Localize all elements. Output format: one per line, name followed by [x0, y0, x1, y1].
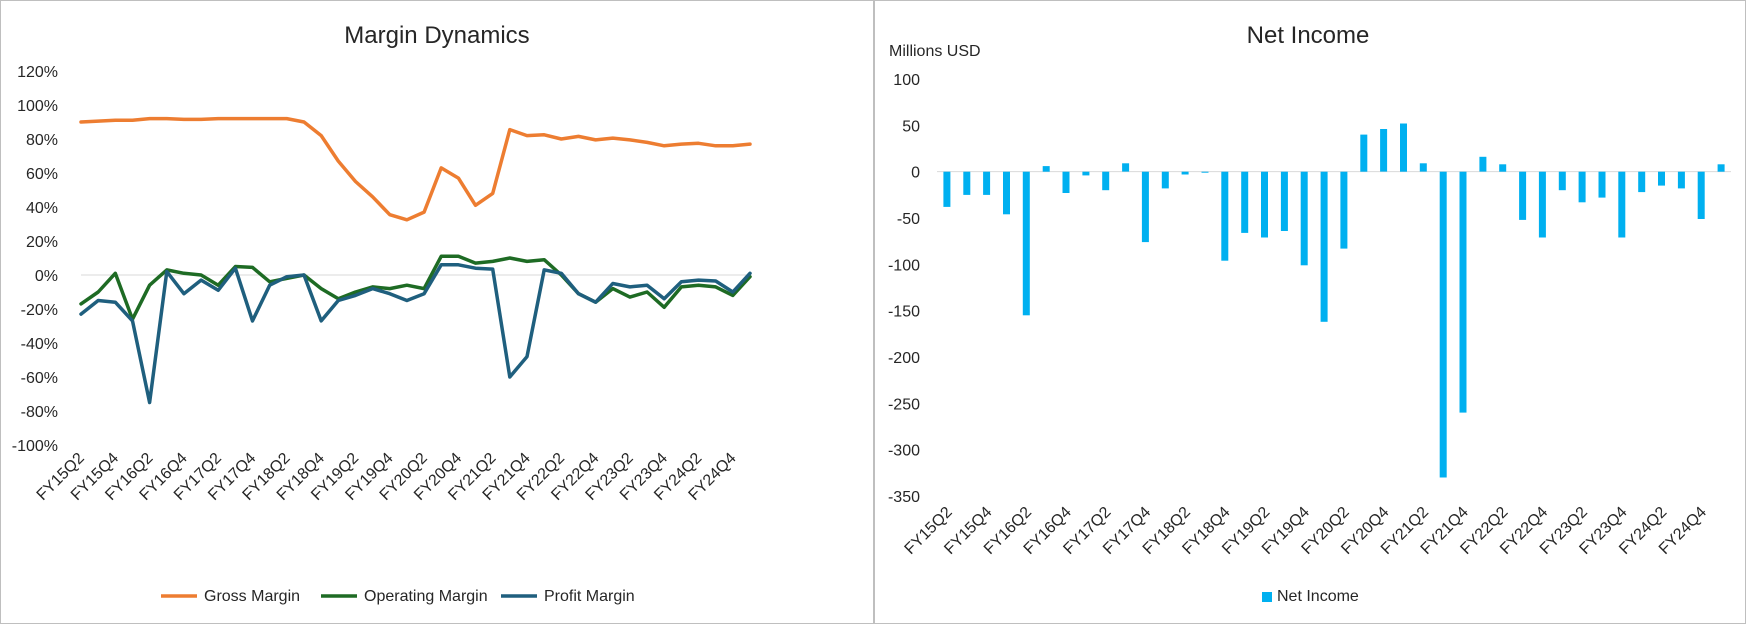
net-income-bar [1102, 171, 1110, 191]
y-tick-label: 100% [17, 98, 58, 115]
net-income-bar [1241, 171, 1249, 233]
net-income-bar [1022, 171, 1030, 316]
y-tick-label: 60% [26, 166, 58, 183]
legend-swatch [1262, 592, 1272, 602]
net-income-bar [1380, 129, 1388, 172]
legend-label: Net Income [1277, 588, 1359, 605]
net-income-bar [1042, 166, 1050, 172]
net-income-bar [1181, 171, 1189, 175]
net-income-bar [1360, 134, 1368, 172]
series-line-profit-margin [79, 263, 752, 405]
legend-label: Profit Margin [544, 588, 635, 605]
net-income-bar [1499, 164, 1507, 172]
net-income-bar [943, 171, 951, 207]
net-income-bar [1261, 171, 1268, 238]
unit-label: Millions USD [889, 43, 981, 60]
y-tick-label: -50 [897, 211, 920, 228]
net-income-bar [1618, 171, 1626, 238]
legend-label: Operating Margin [364, 588, 488, 605]
net-income-bar [1003, 171, 1010, 215]
margin-chart: Margin Dynamics 120% 100% 80% 60% 40% 20% 0% -2… [12, 22, 752, 605]
chart-title: Margin Dynamics [344, 22, 529, 49]
series-line-gross-margin [79, 116, 752, 222]
y-tick-label: -200 [888, 350, 920, 367]
y-tick-label: -300 [888, 443, 920, 460]
net-income-bar [1062, 171, 1070, 193]
margin-dynamics-panel: Margin Dynamics 120% 100% 80% 60% 40% 20% 0% -2… [0, 0, 874, 624]
net-income-bar [1459, 171, 1467, 413]
net-income-bar [1697, 171, 1705, 219]
net-income-bar [1122, 163, 1130, 172]
net-income-panel: Net Income Millions USD 100 50 0 -50 -100 -15… [874, 0, 1746, 624]
net-income-bar [1161, 171, 1169, 189]
net-income-bar [1300, 171, 1308, 266]
net-income-bar [1578, 171, 1586, 203]
net-income-chart: Net Income Millions USD 100 50 0 -50 -100 -15… [888, 22, 1731, 605]
y-tick-label: 40% [26, 200, 58, 217]
y-tick-label: 50 [902, 118, 920, 135]
net-income-bar [1677, 171, 1685, 189]
y-tick-label: -80% [21, 404, 58, 421]
net-income-bar [1400, 123, 1407, 172]
net-income-bar [1598, 171, 1606, 198]
net-income-bar [1201, 171, 1209, 173]
y-tick-label: -250 [888, 396, 920, 413]
net-income-bar [1658, 171, 1665, 186]
chart-title: Net Income [1247, 22, 1370, 49]
y-tick-label: -20% [21, 302, 58, 319]
y-tick-label: -40% [21, 336, 58, 353]
net-income-bar [1141, 171, 1149, 243]
net-income-bar [983, 171, 991, 195]
y-tick-label: 120% [17, 64, 58, 81]
net-income-bar [1320, 171, 1328, 322]
net-income-bar [1082, 171, 1090, 176]
y-tick-label: -60% [21, 370, 58, 387]
net-income-bar [1558, 171, 1566, 191]
net-income-bar [1419, 163, 1427, 172]
net-income-bar [1638, 171, 1646, 193]
y-tick-label: -350 [888, 489, 920, 506]
net-income-bar [1717, 164, 1725, 172]
net-income-bar [1538, 171, 1546, 238]
y-tick-label: 20% [26, 234, 58, 251]
y-tick-label: -150 [888, 304, 920, 321]
net-income-bar [1439, 171, 1447, 478]
y-tick-label: -100% [12, 438, 58, 455]
net-income-bar [963, 171, 971, 195]
y-tick-label: 0% [35, 268, 58, 285]
series-line-operating-margin [79, 254, 752, 321]
y-tick-label: 80% [26, 132, 58, 149]
y-tick-label: 100 [893, 72, 920, 89]
legend-label: Gross Margin [204, 588, 300, 605]
y-tick-label: -100 [888, 257, 920, 274]
net-income-bar [1340, 171, 1348, 249]
y-tick-label: 0 [911, 165, 920, 182]
net-income-bar [1519, 171, 1527, 220]
net-income-bar [1221, 171, 1229, 261]
net-income-bar [1280, 171, 1288, 231]
net-income-bar [1479, 156, 1487, 172]
